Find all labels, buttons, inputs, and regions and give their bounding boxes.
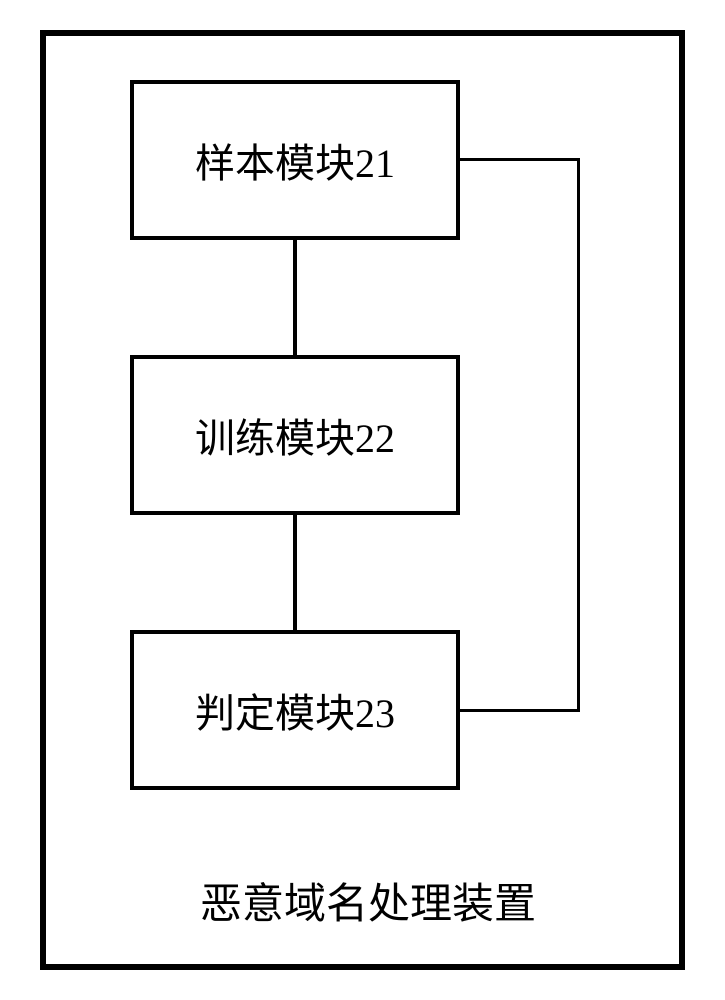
module-box-23: 判定模块23 (130, 630, 460, 790)
connector-edge-21-23-right (577, 158, 580, 712)
module-box-22: 训练模块22 (130, 355, 460, 515)
module-label-21: 样本模块21 (195, 131, 395, 189)
module-label-22: 训练模块22 (195, 406, 395, 464)
diagram-caption: 恶意域名处理装置 (200, 870, 536, 931)
module-label-23: 判定模块23 (195, 681, 395, 739)
connector-edge-22-23 (293, 515, 297, 630)
connector-edge-21-23-right (460, 709, 580, 712)
connector-edge-21-22 (293, 240, 297, 355)
module-box-21: 样本模块21 (130, 80, 460, 240)
connector-edge-21-23-right (460, 158, 580, 161)
